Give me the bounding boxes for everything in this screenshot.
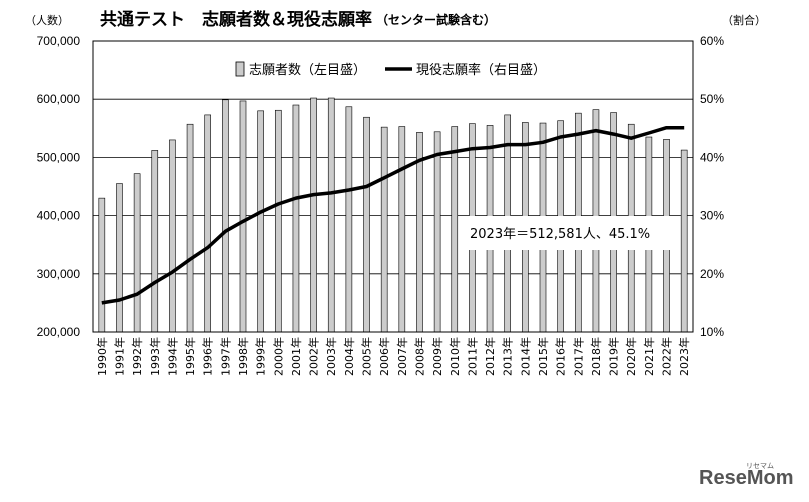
applicant-bar (116, 183, 123, 333)
applicant-bar (380, 126, 388, 333)
left-tick-label: 200,000 (37, 325, 81, 339)
left-axis-label: （人数） (25, 14, 69, 27)
plot-frame (92, 40, 694, 333)
left-tick-label: 400,000 (37, 209, 81, 223)
x-tick-label: 1997年 (218, 337, 232, 376)
x-tick-label: 1993年 (148, 337, 162, 376)
x-axis-ticks: 1990年 1991年 1992年 1993年 1994年 1995年 1996年 1997年… (95, 337, 691, 376)
x-tick-label: 1994年 (165, 337, 179, 376)
x-tick-label: 2023年 (677, 337, 691, 376)
left-tick-label: 300,000 (37, 267, 81, 281)
x-tick-label: 1991年 (113, 337, 127, 376)
active-rate-line (101, 125, 685, 305)
right-tick-label: 50% (700, 92, 724, 106)
applicant-bars (98, 97, 688, 333)
active-rate-line-group (101, 125, 685, 305)
logo-text: ReseMom (699, 467, 793, 489)
annotation-box: 2023年＝512,581人、45.1% (459, 216, 679, 250)
right-axis-ticks: 10% 20% 30% 40% 50% 60% (700, 34, 724, 339)
applicant-bar (239, 100, 247, 333)
applicant-bar (274, 109, 282, 333)
chart-subtitle: （センター試験含む） (376, 12, 496, 27)
x-tick-label: 2017年 (571, 337, 585, 376)
applicant-bar (186, 123, 194, 333)
legend-bar-swatch (235, 61, 245, 77)
left-axis-ticks: 200,000 300,000 400,000 500,000 600,000 700,0… (37, 34, 81, 339)
x-tick-label: 2013年 (501, 337, 515, 376)
logo-subtext: リセマム (746, 462, 774, 470)
applicant-bar (204, 114, 212, 333)
x-tick-label: 2014年 (518, 337, 532, 376)
x-tick-label: 2016年 (554, 337, 568, 376)
applicant-bar (292, 104, 300, 333)
applicant-bar (327, 97, 335, 333)
applicant-bar (222, 99, 229, 333)
applicant-bar (133, 173, 141, 333)
annotation-text: 2023年＝512,581人、45.1% (470, 227, 650, 242)
right-tick-label: 20% (700, 267, 724, 281)
applicant-bar (345, 106, 353, 333)
x-tick-label: 2000年 (271, 337, 285, 376)
applicant-bar (257, 110, 264, 333)
legend: 志願者数（左目盛） 現役志願率（右目盛） (235, 61, 546, 78)
applicant-bar (98, 197, 106, 333)
right-tick-label: 60% (700, 34, 724, 48)
x-tick-label: 2011年 (465, 337, 479, 376)
x-tick-label: 2008年 (413, 337, 427, 376)
x-tick-label: 2018年 (589, 337, 603, 376)
x-tick-label: 2005年 (360, 337, 374, 376)
applicant-bar (680, 149, 688, 333)
x-tick-label: 2012年 (483, 337, 497, 376)
x-tick-label: 2002年 (307, 337, 321, 376)
x-tick-label: 2010年 (448, 337, 462, 376)
right-tick-label: 30% (700, 209, 724, 223)
resemom-logo: ReseMom リセマム (699, 462, 793, 489)
applicant-bar (433, 131, 441, 333)
right-tick-label: 10% (700, 325, 724, 339)
x-tick-label: 2006年 (377, 337, 391, 376)
x-tick-label: 1990年 (95, 337, 109, 376)
applicant-bar (310, 97, 317, 333)
x-tick-label: 2003年 (324, 337, 338, 376)
x-tick-label: 1992年 (130, 337, 144, 376)
x-tick-label: 1999年 (254, 337, 268, 376)
applicant-bar (451, 126, 459, 333)
x-tick-label: 2022年 (660, 337, 674, 376)
x-tick-label: 2004年 (342, 337, 356, 376)
applicant-bar (151, 150, 159, 333)
left-tick-label: 500,000 (37, 150, 81, 164)
left-tick-label: 600,000 (37, 92, 81, 106)
chart-title: 共通テスト 志願者数＆現役志願率 (100, 9, 372, 30)
legend-bar-label: 志願者数（左目盛） (249, 63, 366, 78)
right-tick-label: 40% (700, 150, 724, 164)
x-tick-label: 2015年 (536, 337, 550, 376)
left-tick-label: 700,000 (37, 34, 81, 48)
x-tick-label: 2021年 (642, 337, 656, 376)
x-tick-label: 2009年 (430, 337, 444, 376)
x-tick-label: 2019年 (607, 337, 621, 376)
applicant-bar (363, 116, 370, 333)
x-tick-label: 2007年 (395, 337, 409, 376)
x-tick-label: 1995年 (183, 337, 197, 376)
x-tick-label: 2020年 (624, 337, 638, 376)
x-tick-label: 1996年 (201, 337, 215, 376)
x-tick-label: 1998年 (236, 337, 250, 376)
applicant-bar (398, 126, 406, 333)
applicant-bar (169, 139, 176, 333)
x-tick-label: 2001年 (289, 337, 303, 376)
right-axis-label: （割合） (722, 13, 766, 27)
legend-line-label: 現役志願率（右目盛） (416, 62, 546, 78)
